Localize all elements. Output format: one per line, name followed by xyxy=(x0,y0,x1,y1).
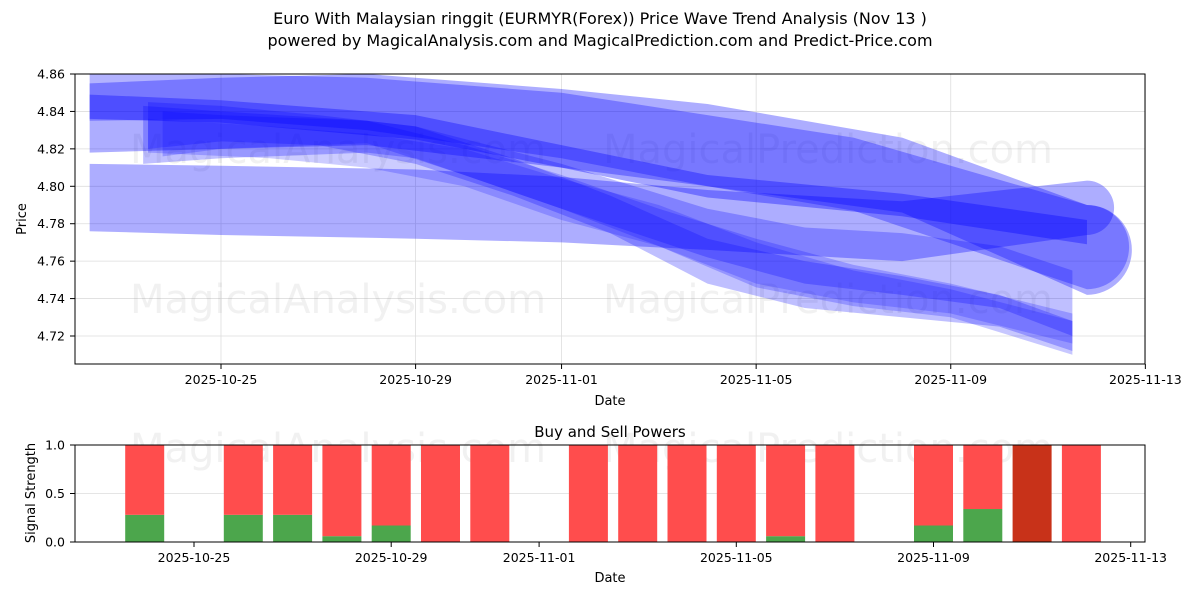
signal-y-ticks: 0.0 0.5 1.0 xyxy=(45,438,75,550)
buy-bar xyxy=(371,525,411,542)
price-y-label: Price xyxy=(15,203,30,235)
price-x-ticks: 2025-10-25 2025-10-29 2025-11-01 2025-11-05… xyxy=(185,364,1182,387)
signal-x-label: Date xyxy=(594,571,625,586)
price-chart: MagicalAnalysis.com MagicalPrediction.co… xyxy=(15,67,1182,410)
y-tick-label: 0.5 xyxy=(45,486,65,501)
y-tick-label: 1.0 xyxy=(45,438,65,453)
price-wave-bands xyxy=(89,74,1132,355)
signal-x-ticks: 2025-10-25 2025-10-29 2025-11-01 2025-11-05… xyxy=(158,542,1167,565)
y-tick-label: 4.80 xyxy=(37,179,65,194)
sell-bar xyxy=(322,445,362,537)
signal-y-label: Signal Strength xyxy=(24,443,39,543)
wave-band xyxy=(89,163,1115,262)
sell-bar xyxy=(371,445,411,526)
price-axes-frame xyxy=(74,73,1146,365)
x-tick-label: 2025-11-09 xyxy=(914,372,987,387)
chart-title: Euro With Malaysian ringgit (EURMYR(Fore… xyxy=(273,9,927,28)
wave-band xyxy=(89,74,1132,295)
sell-bar xyxy=(667,445,707,542)
signal-chart: Buy and Sell Powers MagicalAnalysis.com … xyxy=(24,423,1167,586)
watermark: MagicalAnalysis.com xyxy=(130,127,546,173)
sell-bar xyxy=(421,445,460,542)
buy-bar xyxy=(963,509,1003,542)
x-tick-label: 2025-10-25 xyxy=(185,372,258,387)
y-tick-label: 4.76 xyxy=(37,254,65,269)
chart-subtitle: powered by MagicalAnalysis.com and Magic… xyxy=(267,31,933,50)
y-tick-label: 4.72 xyxy=(37,329,65,344)
watermark: MagicalPrediction.com xyxy=(603,277,1053,323)
y-tick-label: 4.86 xyxy=(37,67,65,82)
sell-bar xyxy=(273,445,313,515)
x-tick-label: 2025-11-01 xyxy=(525,372,598,387)
wave-band xyxy=(148,102,1073,351)
x-tick-label: 2025-11-05 xyxy=(720,372,793,387)
x-tick-label: 2025-11-01 xyxy=(503,550,576,565)
y-tick-label: 4.78 xyxy=(37,216,65,231)
sell-bar xyxy=(223,445,263,515)
y-tick-label: 0.0 xyxy=(45,535,65,550)
buy-bar xyxy=(125,514,165,542)
sell-bar xyxy=(568,445,608,542)
sell-bar xyxy=(470,445,510,542)
buy-bar xyxy=(273,514,313,542)
x-tick-label: 2025-10-25 xyxy=(158,550,231,565)
sell-bar xyxy=(766,445,806,537)
buy-bar xyxy=(223,514,263,542)
watermark: MagicalPrediction.com xyxy=(603,127,1053,173)
wave-band xyxy=(143,105,1073,337)
sell-bar xyxy=(125,445,165,515)
signal-bars xyxy=(125,445,1101,542)
x-tick-label: 2025-11-13 xyxy=(1094,550,1167,565)
x-tick-label: 2025-11-05 xyxy=(700,550,773,565)
wave-band xyxy=(89,74,1130,290)
wave-band xyxy=(89,94,1087,245)
y-tick-label: 4.74 xyxy=(37,291,65,306)
y-tick-label: 4.84 xyxy=(37,104,65,119)
x-tick-label: 2025-11-09 xyxy=(897,550,970,565)
y-tick-label: 4.82 xyxy=(37,141,65,156)
watermark: MagicalAnalysis.com xyxy=(130,277,546,323)
sell-bar xyxy=(1061,445,1101,542)
signal-chart-title: Buy and Sell Powers xyxy=(534,423,686,441)
sell-bar xyxy=(914,445,953,526)
sell-bar xyxy=(815,445,855,542)
x-tick-label: 2025-10-29 xyxy=(379,372,452,387)
sell-bar xyxy=(618,445,658,542)
buy-bar xyxy=(766,536,806,542)
x-tick-label: 2025-10-29 xyxy=(355,550,428,565)
price-y-ticks: 4.72 4.74 4.76 4.78 4.80 4.82 4.84 4.86 xyxy=(37,67,75,344)
buy-bar xyxy=(914,525,953,542)
sell-bar xyxy=(1012,445,1052,542)
buy-bar xyxy=(322,536,362,542)
sell-bar xyxy=(716,445,756,542)
price-x-label: Date xyxy=(594,394,625,409)
sell-bar xyxy=(963,445,1003,510)
x-tick-label: 2025-11-13 xyxy=(1109,372,1182,387)
wave-band xyxy=(162,111,1073,355)
wave-band xyxy=(148,118,1073,344)
